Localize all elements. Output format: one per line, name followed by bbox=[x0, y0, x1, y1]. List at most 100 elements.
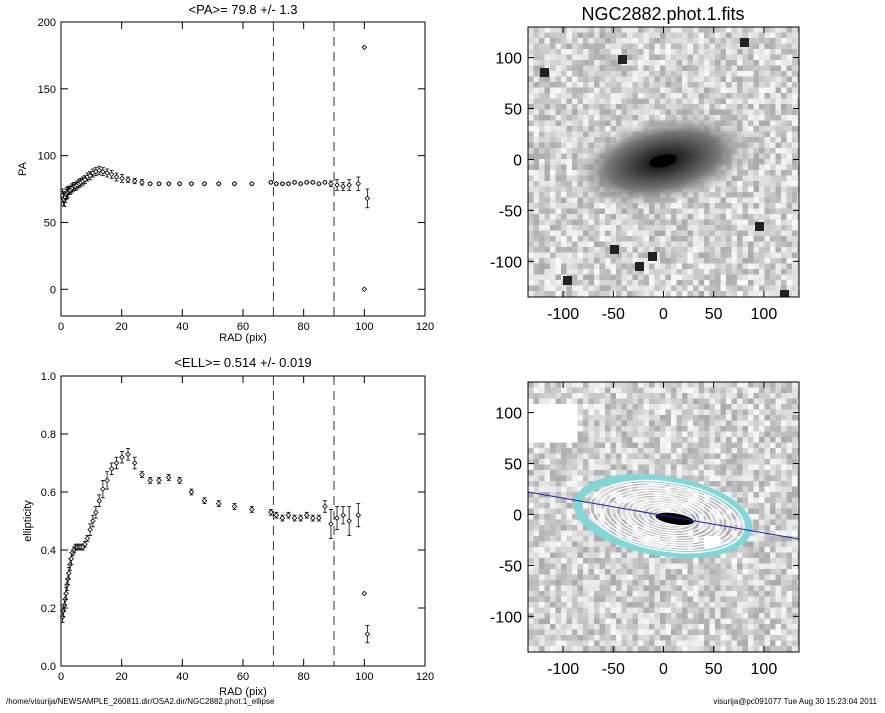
data-point bbox=[365, 632, 369, 636]
data-point bbox=[166, 475, 170, 479]
x-tick-label: 80 bbox=[298, 671, 310, 683]
x-tick-label: 100 bbox=[751, 306, 778, 323]
data-point bbox=[109, 172, 113, 176]
pa-title: <PA>= 79.8 +/- 1.3 bbox=[189, 2, 298, 17]
y-tick-label: -50 bbox=[499, 203, 522, 220]
x-tick-label: -50 bbox=[602, 306, 625, 323]
data-point bbox=[157, 478, 161, 482]
x-tick-label: 0 bbox=[659, 306, 668, 323]
data-point bbox=[177, 478, 181, 482]
y-tick-label: 50 bbox=[44, 217, 56, 229]
data-point bbox=[347, 519, 351, 523]
y-tick-label: 1.0 bbox=[41, 371, 56, 383]
data-point bbox=[114, 175, 118, 179]
pa-x-axis-label: RAD (pix) bbox=[219, 332, 267, 344]
data-point bbox=[298, 516, 302, 520]
data-point bbox=[126, 452, 130, 456]
x-tick-label: 20 bbox=[116, 671, 128, 683]
x-tick-label: 50 bbox=[705, 306, 723, 323]
data-point bbox=[232, 504, 236, 508]
y-tick-label: 50 bbox=[504, 457, 522, 474]
data-point bbox=[286, 513, 290, 517]
data-point bbox=[311, 516, 315, 520]
x-tick-label: 100 bbox=[355, 671, 373, 683]
data-point bbox=[362, 45, 366, 49]
data-point bbox=[202, 499, 206, 503]
y-tick-label: 0 bbox=[513, 507, 522, 524]
data-point bbox=[362, 591, 366, 595]
data-point bbox=[105, 478, 109, 482]
data-point bbox=[292, 516, 296, 520]
data-point bbox=[88, 528, 92, 532]
x-tick-label: 40 bbox=[176, 321, 188, 333]
pa-data-points bbox=[60, 45, 369, 291]
data-point bbox=[67, 571, 71, 575]
pa-y-axis: 0 50 100 150 200 bbox=[38, 17, 425, 296]
x-tick-label: -50 bbox=[602, 661, 625, 678]
data-point bbox=[341, 184, 345, 188]
x-tick-label: 120 bbox=[416, 321, 434, 333]
y-tick-label: 150 bbox=[38, 84, 56, 96]
data-point bbox=[335, 183, 339, 187]
data-point bbox=[305, 513, 309, 517]
x-tick-label: 100 bbox=[355, 321, 373, 333]
x-tick-label: -100 bbox=[547, 306, 579, 323]
data-point bbox=[217, 501, 221, 505]
y-tick-label: -100 bbox=[490, 609, 522, 626]
data-point bbox=[140, 472, 144, 476]
data-point bbox=[85, 536, 89, 540]
footer-user-timestamp: visurija@pc091077 Tue Aug 30 15:23:04 20… bbox=[713, 697, 877, 706]
data-point bbox=[97, 499, 101, 503]
x-tick-label: -100 bbox=[547, 661, 579, 678]
y-tick-label: 0 bbox=[50, 284, 56, 296]
data-point bbox=[109, 467, 113, 471]
ell-y-axis-label: ellipticity bbox=[22, 500, 34, 542]
data-point bbox=[114, 461, 118, 465]
footer-file-path: /home/visurija/NEWSAMPLE_260811.dir/OSA2… bbox=[6, 697, 274, 706]
x-tick-label: 120 bbox=[416, 671, 434, 683]
data-point bbox=[120, 455, 124, 459]
x-tick-label: 60 bbox=[237, 671, 249, 683]
data-point bbox=[365, 196, 369, 200]
data-point bbox=[347, 183, 351, 187]
data-point bbox=[120, 176, 124, 180]
y-tick-label: 100 bbox=[38, 151, 56, 163]
y-tick-label: 100 bbox=[495, 51, 522, 68]
data-point bbox=[133, 461, 137, 465]
x-tick-label: 80 bbox=[298, 321, 310, 333]
ell-data-points bbox=[60, 449, 369, 643]
x-tick-label: 0 bbox=[659, 661, 668, 678]
y-tick-label: 0.4 bbox=[41, 545, 56, 557]
x-tick-label: 40 bbox=[176, 671, 188, 683]
data-point bbox=[362, 287, 366, 291]
pa-y-axis-label: PA bbox=[17, 161, 29, 176]
x-tick-label: 50 bbox=[705, 661, 723, 678]
data-point bbox=[329, 522, 333, 526]
data-point bbox=[64, 591, 68, 595]
data-point bbox=[356, 513, 360, 517]
pa-plot-frame bbox=[61, 22, 425, 316]
y-tick-label: 0 bbox=[513, 152, 522, 169]
data-point bbox=[105, 171, 109, 175]
data-point bbox=[133, 179, 137, 183]
y-tick-label: 0.2 bbox=[41, 603, 56, 615]
ell-title: <ELL>= 0.514 +/- 0.019 bbox=[174, 355, 311, 370]
data-point bbox=[341, 513, 345, 517]
x-tick-label: 20 bbox=[116, 321, 128, 333]
data-point bbox=[126, 177, 130, 181]
image-title: NGC2882.phot.1.fits bbox=[581, 4, 744, 24]
data-point bbox=[140, 180, 144, 184]
data-point bbox=[356, 182, 360, 186]
y-tick-label: 0.6 bbox=[41, 487, 56, 499]
y-tick-label: 0.8 bbox=[41, 429, 56, 441]
y-tick-label: 200 bbox=[38, 17, 56, 29]
y-tick-label: 0.0 bbox=[41, 661, 56, 673]
data-point bbox=[91, 519, 95, 523]
data-point bbox=[323, 504, 327, 508]
y-tick-label: 100 bbox=[495, 406, 522, 423]
ell-plot-frame bbox=[61, 376, 425, 666]
